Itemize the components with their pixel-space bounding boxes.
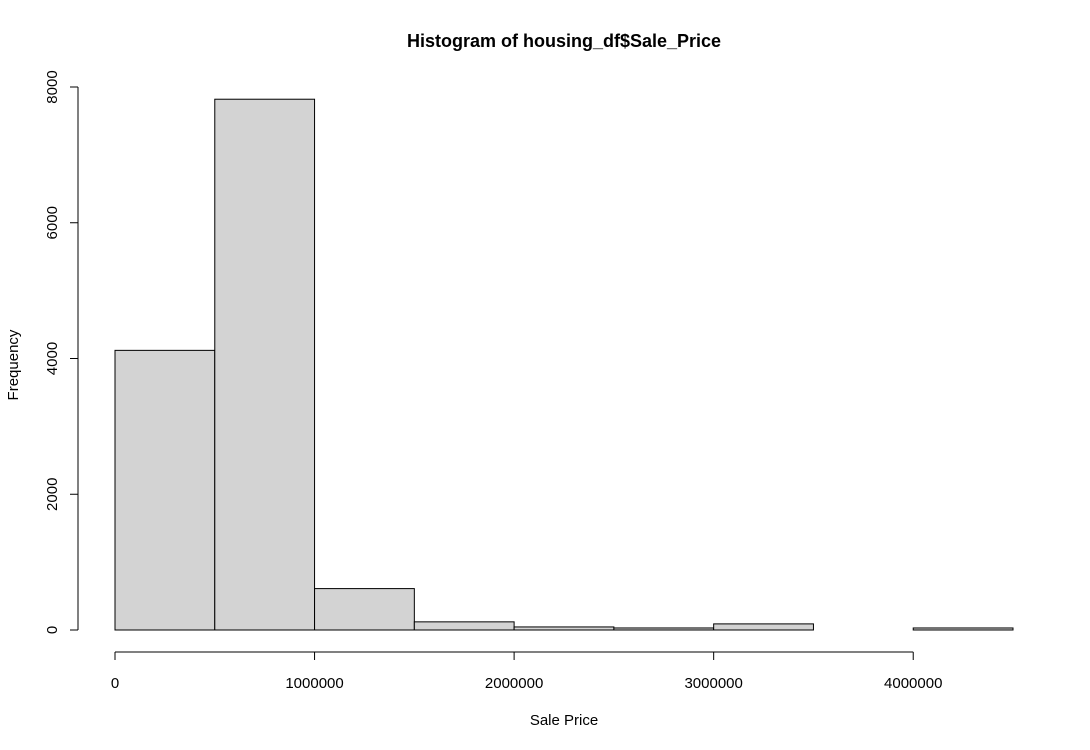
y-tick-label: 6000 [44,206,61,239]
x-tick-label: 2000000 [485,675,543,692]
x-tick-label: 4000000 [884,675,942,692]
x-axis-label: Sale Price [530,712,598,729]
x-tick-label: 0 [111,675,119,692]
bars-group [114,98,1014,631]
y-tick-label: 8000 [44,70,61,103]
y-tick-label: 0 [44,626,61,634]
x-tick-label: 3000000 [684,675,742,692]
histogram-bar-1 [214,98,316,631]
x-tick-label: 1000000 [285,675,343,692]
chart-title: Histogram of housing_df$Sale_Price [407,31,721,51]
histogram-bar-3 [413,621,515,631]
y-axis: 0 2000 4000 6000 8000 [44,70,79,634]
histogram-bar-4 [513,626,615,631]
y-axis-label: Frequency [5,329,22,400]
y-tick-label: 2000 [44,478,61,511]
histogram-bar-8 [912,627,1014,631]
x-axis: 0 1000000 2000000 3000000 4000000 [111,651,942,692]
histogram-bar-5 [613,627,715,631]
histogram-bar-6 [713,623,814,631]
y-tick-label: 4000 [44,342,61,375]
histogram-bar-2 [314,588,415,631]
histogram-bar-0 [114,349,216,631]
